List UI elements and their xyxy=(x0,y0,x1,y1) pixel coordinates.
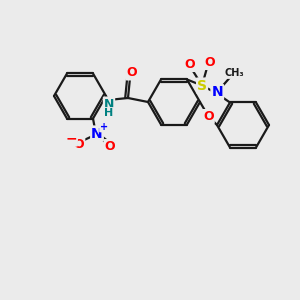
Text: O: O xyxy=(185,58,195,71)
Text: O: O xyxy=(127,67,137,80)
Text: N: N xyxy=(91,127,103,140)
Text: H: H xyxy=(104,108,114,118)
Text: O: O xyxy=(205,56,215,69)
Text: O: O xyxy=(74,138,84,151)
Text: CH₃: CH₃ xyxy=(224,68,244,78)
Text: S: S xyxy=(197,79,207,92)
Text: +: + xyxy=(100,122,108,131)
Text: N: N xyxy=(212,85,223,99)
Text: −: − xyxy=(65,131,77,146)
Text: N: N xyxy=(104,98,114,110)
Text: O: O xyxy=(105,140,115,153)
Text: O: O xyxy=(203,110,214,123)
